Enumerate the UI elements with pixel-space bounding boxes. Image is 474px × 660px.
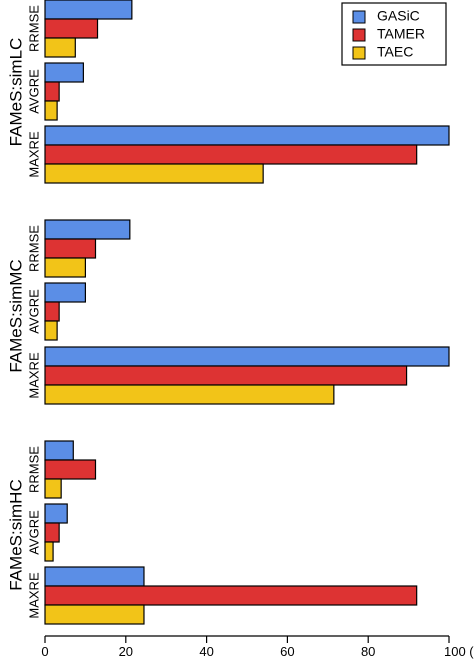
metric-label: AVGRE (26, 69, 41, 114)
bar (44, 585, 418, 606)
bar (44, 37, 76, 58)
bar (44, 257, 87, 278)
bar (44, 346, 450, 367)
bars (44, 0, 450, 625)
bar (44, 604, 145, 625)
legend-label: GASiC (377, 8, 420, 24)
bar (44, 541, 54, 562)
bar (44, 0, 133, 20)
bar (44, 81, 60, 102)
x-axis: 0 20 40 60 80 100 (%) (41, 635, 474, 659)
legend-label: TAEC (377, 44, 413, 60)
bar (44, 365, 408, 386)
bar (44, 566, 145, 587)
x-tick-label: 0 (41, 644, 48, 659)
metric-label: AVGRE (26, 289, 41, 334)
legend-swatch (352, 46, 366, 60)
bar (44, 219, 131, 240)
group-label: FAMeS:simHC (6, 479, 25, 590)
metric-labels: RRMSE AVGRE MAXRE RRMSE AVGRE MAXRE RRMSE AVGRE… (26, 5, 41, 619)
x-tick-label: 80 (361, 644, 375, 659)
bar (44, 503, 68, 524)
bar (44, 282, 87, 303)
bar (44, 144, 418, 165)
bar (44, 384, 335, 405)
metric-label: RRMSE (26, 225, 41, 272)
group-label: FAMeS:simMC (6, 259, 25, 372)
bar (44, 459, 97, 480)
bar (44, 100, 58, 121)
metric-label: MAXRE (26, 572, 41, 619)
metric-label: RRMSE (26, 5, 41, 52)
x-tick-label: 40 (199, 644, 213, 659)
x-tick-label: 60 (280, 644, 294, 659)
metric-label: MAXRE (26, 131, 41, 178)
legend-swatch (352, 10, 366, 24)
metric-label: MAXRE (26, 352, 41, 399)
bar (44, 163, 264, 184)
bar (44, 18, 99, 39)
bar (44, 522, 60, 543)
legend-label: TAMER (377, 26, 425, 42)
metric-label: RRMSE (26, 446, 41, 493)
legend-swatch (352, 28, 366, 42)
bar (44, 478, 62, 499)
bar (44, 238, 97, 259)
bar (44, 125, 450, 146)
x-tick-label: 100 (%) (444, 644, 474, 659)
bar (44, 440, 74, 461)
metric-label: AVGRE (26, 510, 41, 555)
bar (44, 320, 58, 341)
bar (44, 301, 60, 322)
x-tick-label: 20 (119, 644, 133, 659)
group-labels: FAMeS:simLC FAMeS:simMC FAMeS:simHC (6, 38, 25, 591)
group-label: FAMeS:simLC (6, 38, 25, 147)
bar (44, 62, 84, 83)
legend: GASiC TAMER TAEC (341, 2, 447, 66)
